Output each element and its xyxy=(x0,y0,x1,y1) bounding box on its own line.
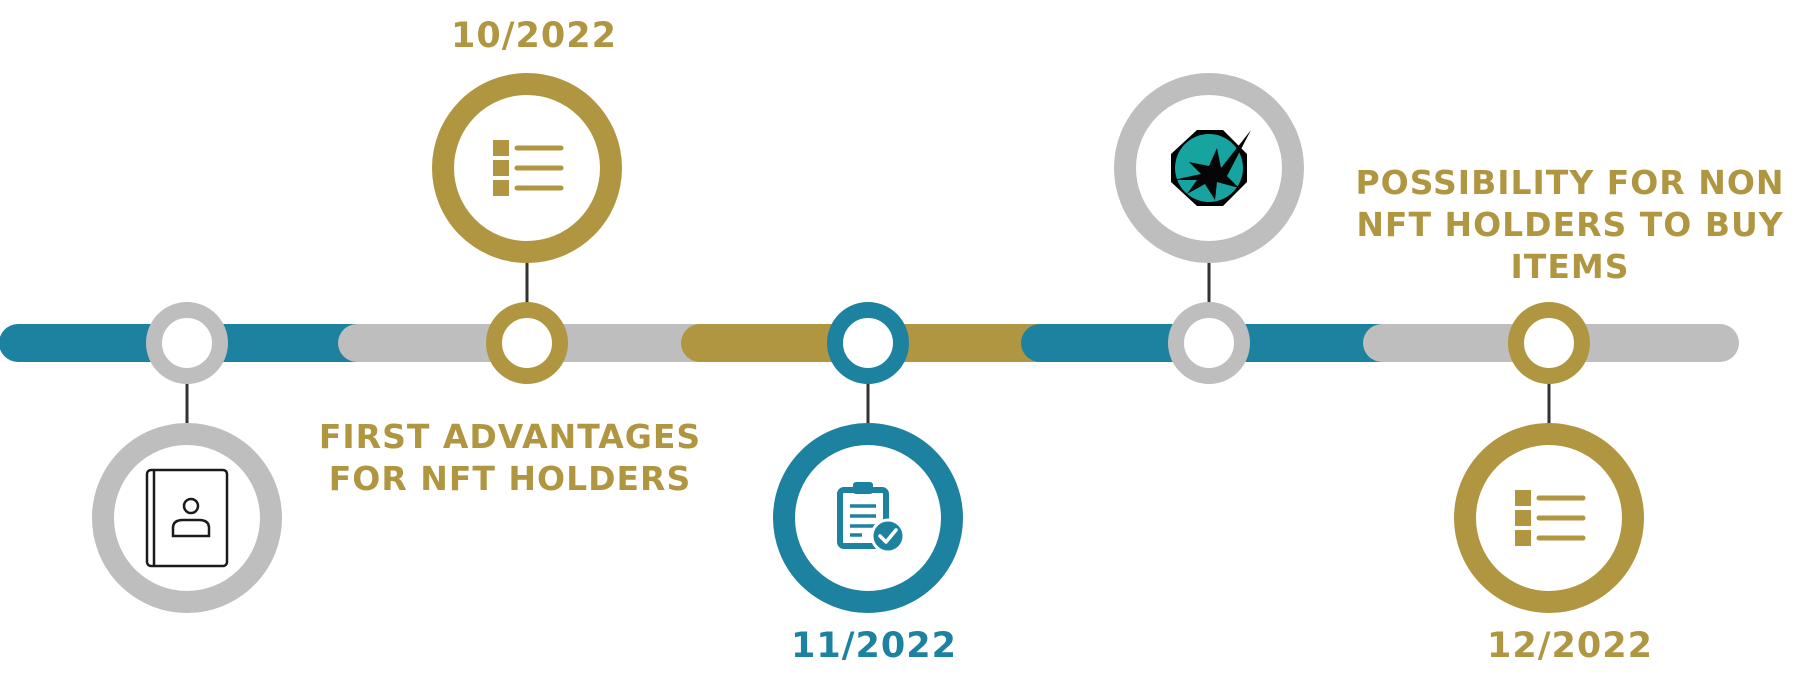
milestone-icon-badge xyxy=(1114,73,1304,263)
list-bullet xyxy=(1515,490,1531,506)
person-body xyxy=(171,518,211,538)
list-bullet xyxy=(1515,510,1531,526)
contact-book-icon xyxy=(145,468,229,568)
timeline-node xyxy=(486,302,568,384)
date-label-nov-2022: 11/2022 xyxy=(791,626,957,666)
milestone-icon-badge xyxy=(432,73,622,263)
icon-ring xyxy=(773,423,963,613)
logo-splash xyxy=(1173,130,1251,200)
list-bullet xyxy=(493,180,509,196)
milestone-icon-badge xyxy=(1454,423,1644,613)
milestone-label-line: NFT HOLDERS TO BUY xyxy=(1356,205,1784,244)
milestone-label-line: POSSIBILITY FOR NON xyxy=(1355,163,1785,202)
book-cover xyxy=(145,468,229,568)
milestone-label-line: FIRST ADVANTAGES xyxy=(318,417,702,456)
splash-logo-icon xyxy=(1171,130,1251,206)
milestone-label-line: ITEMS xyxy=(1510,247,1630,286)
list-icon xyxy=(493,140,564,196)
timeline-node xyxy=(827,302,909,384)
check-mark xyxy=(878,528,898,544)
clipboard-check-icon xyxy=(837,482,906,554)
person-head xyxy=(182,497,200,515)
milestone-label-first-advantages: FIRST ADVANTAGES FOR NFT HOLDERS xyxy=(190,416,830,500)
list-bullet xyxy=(493,140,509,156)
timeline-node xyxy=(146,302,228,384)
list-bullet xyxy=(493,160,509,176)
milestone-icon-badge xyxy=(773,423,963,613)
list-bullet xyxy=(1515,530,1531,546)
date-label-dec-2022: 12/2022 xyxy=(1487,626,1653,666)
timeline-node xyxy=(1168,302,1250,384)
milestone-label-line: FOR NFT HOLDERS xyxy=(328,459,692,498)
list-icon xyxy=(1515,490,1586,546)
milestone-icon-badge xyxy=(92,423,282,613)
clipboard-clip xyxy=(853,482,873,494)
icon-ring xyxy=(92,423,282,613)
timeline-node xyxy=(1508,302,1590,384)
milestone-label-non-nft-holders: POSSIBILITY FOR NON NFT HOLDERS TO BUY I… xyxy=(1340,162,1800,288)
date-label-oct-2022: 10/2022 xyxy=(451,16,617,56)
check-badge xyxy=(870,518,906,554)
